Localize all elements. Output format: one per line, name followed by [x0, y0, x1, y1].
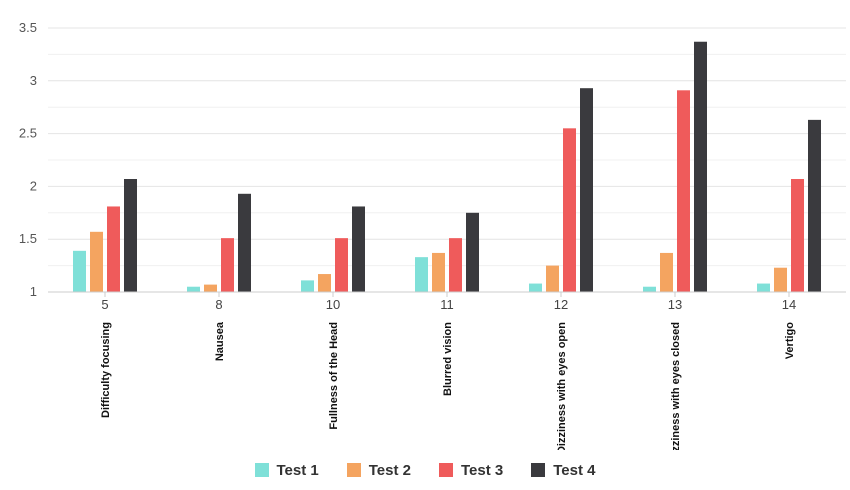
y-tick-label: 1.5 — [19, 231, 37, 246]
bar-test-2 — [546, 265, 559, 292]
x-category-name: Difficulty focusing — [100, 322, 112, 418]
legend-swatch — [346, 463, 361, 477]
bar-test-3 — [791, 179, 804, 292]
x-category-name: Dizziness with eyes open — [556, 322, 568, 450]
x-tick-label: 14 — [782, 297, 796, 312]
bar-test-3 — [677, 90, 690, 292]
y-tick-label: 2.5 — [19, 126, 37, 141]
x-category-name: Vertigo — [784, 322, 796, 360]
bar-test-4 — [124, 179, 137, 292]
bar-test-4 — [238, 193, 251, 292]
legend-label: Test 1 — [276, 461, 319, 479]
bar-test-1 — [187, 286, 200, 292]
x-category-name: Fullness of the Head — [328, 322, 340, 430]
bar-test-1 — [73, 250, 86, 292]
bar-test-4 — [580, 88, 593, 292]
x-tick-label: 13 — [668, 297, 682, 312]
x-tick-label: 11 — [440, 297, 454, 312]
legend-item: Test 1 — [254, 461, 319, 479]
bar-test-4 — [352, 206, 365, 292]
legend: Test 1 Test 2 Test 3 Test 4 — [0, 458, 850, 482]
bar-test-1 — [529, 283, 542, 292]
x-category-name: Dizziness with eyes closed — [670, 322, 682, 450]
legend-item: Test 2 — [346, 461, 411, 479]
legend-item: Test 3 — [439, 462, 503, 479]
bar-test-1 — [643, 286, 656, 292]
x-tick-label: 5 — [101, 297, 108, 312]
bar-test-2 — [660, 252, 673, 292]
y-tick-label: 3 — [30, 73, 37, 88]
bar-test-1 — [415, 257, 428, 292]
bar-test-3 — [221, 238, 234, 292]
bar-test-3 — [107, 206, 120, 292]
x-tick-label: 12 — [554, 297, 568, 312]
legend-label: Test 2 — [368, 461, 411, 479]
bar-test-2 — [774, 267, 787, 292]
y-axis-ticks: 1 1.5 2 2.5 3 3.5 — [19, 20, 37, 299]
x-category-name: Nausea — [214, 321, 226, 361]
gridlines — [48, 27, 846, 267]
bar-test-4 — [466, 212, 479, 292]
legend-item: Test 4 — [531, 461, 596, 479]
x-tick-label: 10 — [326, 297, 340, 312]
legend-label: Test 4 — [553, 461, 596, 479]
legend-swatch — [439, 463, 453, 477]
y-tick-label: 1 — [30, 284, 37, 299]
legend-swatch — [254, 463, 269, 477]
bar-test-4 — [808, 119, 821, 292]
bar-test-3 — [335, 238, 348, 292]
bar-test-2 — [204, 284, 217, 292]
legend-label: Test 3 — [461, 461, 504, 479]
bar-test-4 — [694, 41, 707, 293]
bars — [73, 41, 821, 293]
x-axis-ticks: 5 Difficulty focusing 8 Nausea 10 Fullness of… — [100, 292, 796, 450]
y-tick-label: 2 — [30, 178, 37, 193]
legend-swatch — [531, 463, 546, 477]
x-tick-label: 8 — [215, 297, 222, 312]
bar-test-3 — [449, 238, 462, 292]
bar-chart: 1 1.5 2 2.5 3 3.5 5 Difficulty focusing 8 Nausea… — [19, 20, 846, 450]
bar-test-3 — [563, 128, 576, 292]
bar-test-2 — [432, 252, 445, 292]
y-tick-label: 3.5 — [19, 20, 37, 35]
bar-test-2 — [90, 231, 103, 292]
bar-test-1 — [757, 283, 770, 292]
x-category-name: Blurred vision — [442, 322, 454, 396]
bar-test-2 — [318, 274, 331, 292]
bar-test-1 — [301, 280, 314, 292]
